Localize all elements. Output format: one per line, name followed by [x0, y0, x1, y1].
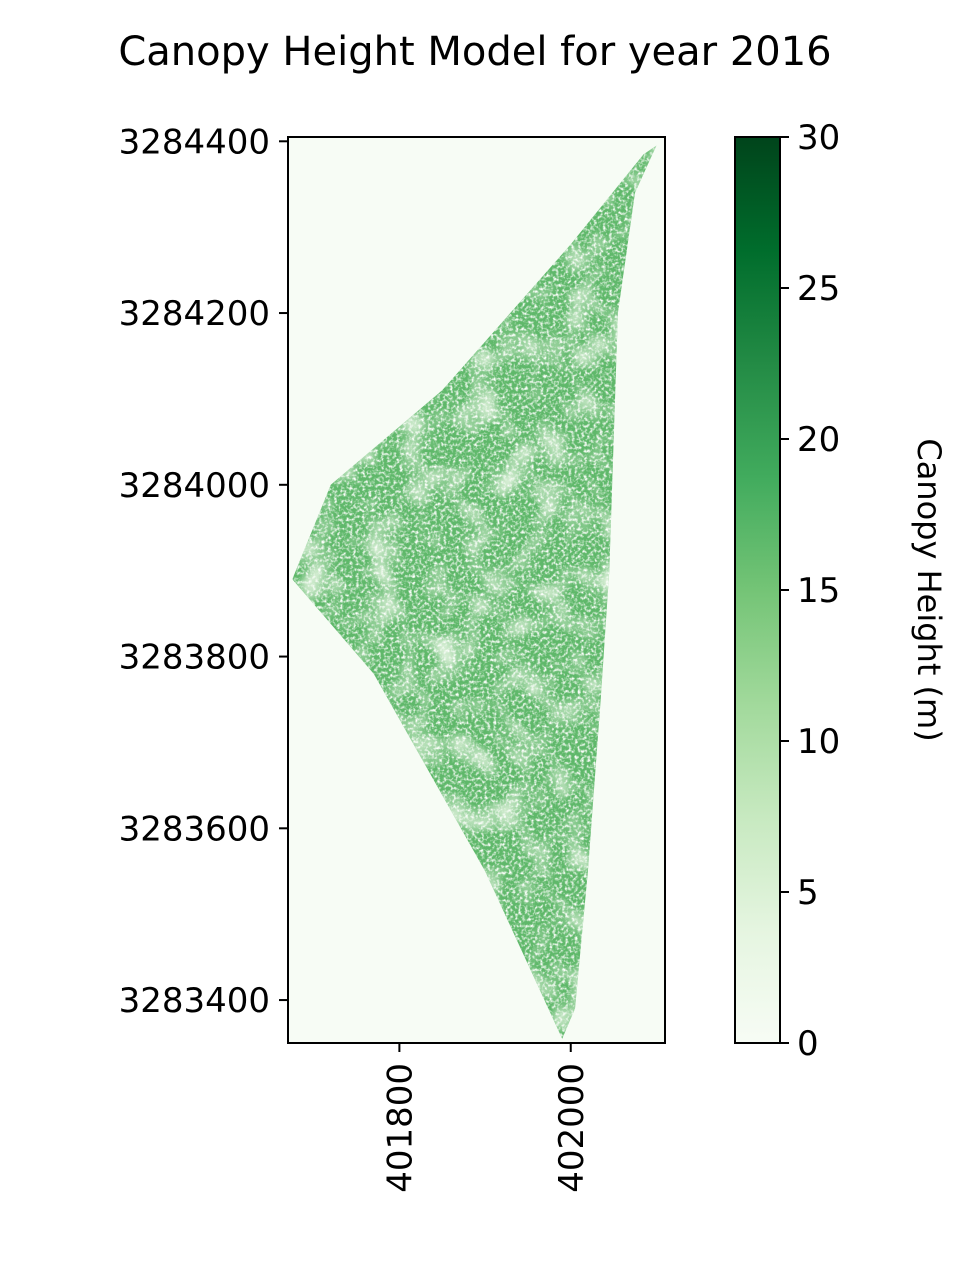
x-tick-label: 401800 — [380, 1063, 420, 1193]
y-tick-label: 3283400 — [119, 981, 270, 1021]
colorbar-tick-label: 10 — [797, 722, 840, 762]
colorbar-tick-label: 25 — [797, 269, 840, 309]
x-axis: 401800 402000 — [380, 1043, 592, 1193]
colorbar-ticks: 0 5 10 15 20 25 30 — [780, 118, 840, 1064]
y-tick-label: 3283600 — [119, 809, 270, 849]
plot-area: 401800 402000 3283400 3283600 3283800 328400… — [119, 122, 666, 1193]
colorbar-tick-label: 15 — [797, 571, 840, 611]
canopy-raster-gaps — [292, 145, 657, 1039]
plot-frame — [287, 136, 666, 1044]
colorbar-tick-label: 30 — [797, 118, 840, 158]
colorbar-gradient — [734, 136, 781, 1044]
y-tick-label: 3284000 — [119, 466, 270, 506]
chart-title: Canopy Height Model for year 2016 — [118, 29, 831, 75]
y-tick-label: 3284200 — [119, 294, 270, 334]
colorbar-tick-label: 5 — [797, 873, 819, 913]
y-tick-label: 3283800 — [119, 638, 270, 678]
x-tick-label: 402000 — [552, 1063, 592, 1193]
colorbar-label: Canopy Height (m) — [910, 438, 948, 741]
colorbar-tick-label: 20 — [797, 420, 840, 460]
colorbar-tick-label: 0 — [797, 1024, 819, 1064]
y-axis: 3283400 3283600 3283800 3284000 3284200 32844… — [119, 122, 288, 1021]
y-tick-label: 3284400 — [119, 122, 270, 162]
colorbar: 0 5 10 15 20 25 30 Canopy Height (m) — [734, 118, 948, 1064]
